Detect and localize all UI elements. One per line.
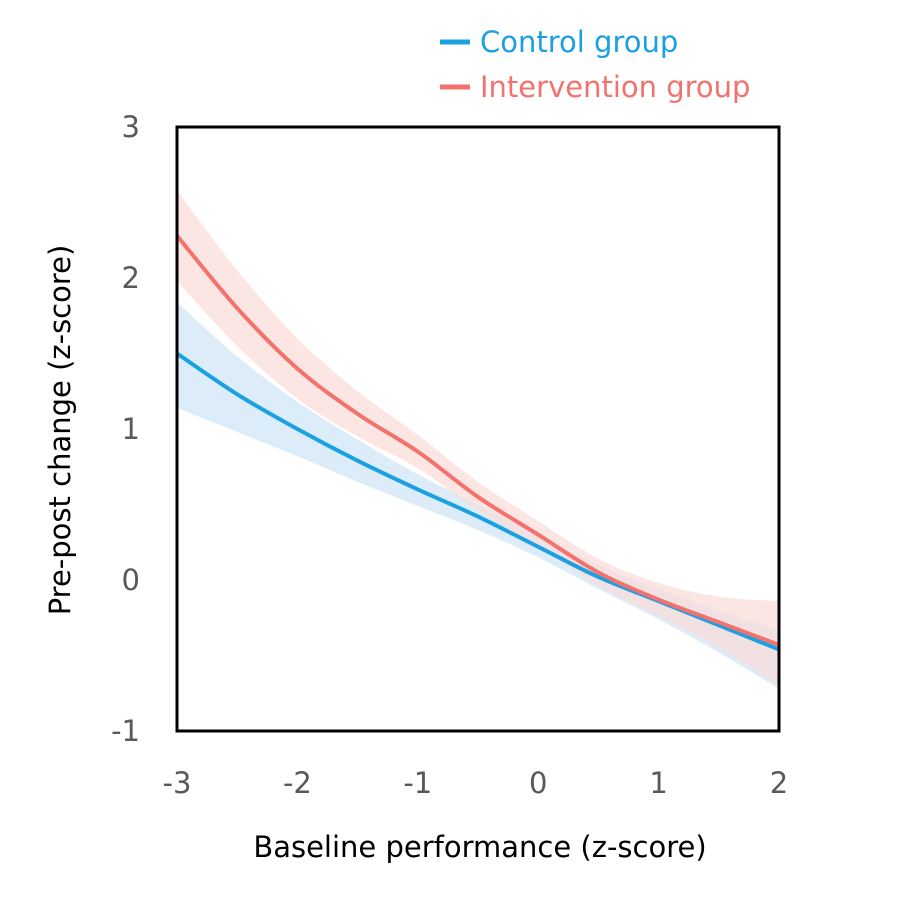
y-axis-label: Pre-post change (z-score)	[43, 245, 77, 616]
series-line-intervention	[175, 234, 780, 647]
x-tick-label: 1	[649, 766, 667, 800]
x-tick-label: -2	[283, 766, 312, 800]
series-lines	[175, 234, 780, 652]
y-tick-label: 2	[122, 261, 140, 295]
legend: Control group Intervention group	[440, 25, 750, 104]
y-tick-label: -1	[111, 714, 140, 748]
y-tick-label: 3	[122, 110, 140, 144]
x-tick-label: 0	[529, 766, 547, 800]
x-tick-labels: -3 -2 -1 0 1 2	[163, 766, 789, 800]
y-tick-label: 0	[122, 563, 140, 597]
legend-label-control: Control group	[480, 25, 678, 59]
x-tick-label: -3	[163, 766, 192, 800]
plot-frame	[175, 125, 781, 733]
legend-label-intervention: Intervention group	[480, 70, 750, 104]
x-tick-label: -1	[403, 766, 432, 800]
y-tick-label: 1	[122, 412, 140, 446]
y-tick-labels: 3 2 1 0 -1	[111, 110, 140, 748]
confidence-bands	[177, 190, 779, 689]
x-axis-label: Baseline performance (z-score)	[253, 830, 706, 864]
ci-band-intervention	[177, 190, 779, 686]
x-tick-label: 2	[770, 766, 788, 800]
